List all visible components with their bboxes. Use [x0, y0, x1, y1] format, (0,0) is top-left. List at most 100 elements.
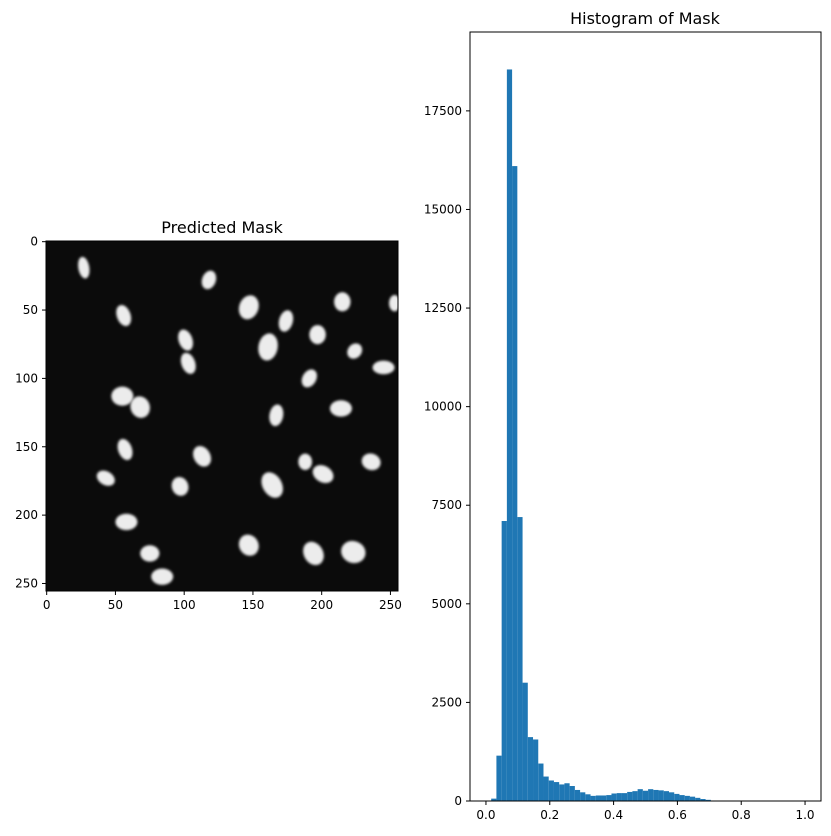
histogram-x-tick-label: 0.0 — [476, 808, 495, 822]
histogram-bar — [684, 795, 690, 801]
image-y-tick-label: 250 — [15, 576, 38, 590]
image-x-tick-label: 0 — [43, 598, 51, 612]
histogram-bar — [595, 795, 602, 801]
histogram-x-tick-label: 0.6 — [668, 808, 687, 822]
histogram-y-tick-label: 7500 — [431, 498, 462, 512]
mask-blob — [238, 534, 259, 556]
histogram-bar — [501, 521, 507, 801]
mask-blob — [329, 400, 352, 417]
mask-blob — [193, 446, 212, 467]
mask-blob — [258, 333, 278, 361]
histogram-bar — [548, 780, 554, 801]
histogram-bar — [506, 69, 513, 801]
histogram-y-tick-label: 10000 — [424, 400, 462, 414]
mask-blob — [78, 256, 90, 279]
mask-blob — [347, 343, 363, 359]
histogram-bar — [553, 782, 560, 801]
mask-blob — [151, 568, 174, 585]
histogram-x-tick-label: 0.8 — [732, 808, 751, 822]
mask-blob — [180, 352, 196, 374]
mask-blob — [130, 396, 150, 418]
mask-blob — [117, 438, 133, 461]
histogram-bar — [663, 791, 670, 801]
histogram-bar — [658, 790, 664, 801]
mask-blob — [389, 295, 398, 312]
image-y-tick-label: 150 — [15, 440, 38, 454]
histogram-bar — [512, 166, 518, 802]
mask-blob — [361, 453, 381, 471]
image-x-tick-label: 200 — [310, 598, 333, 612]
histogram-bar — [695, 797, 701, 801]
mask-blob — [298, 453, 313, 471]
histogram-bar — [517, 517, 523, 801]
mask-blob — [269, 404, 284, 427]
mask-blob — [201, 270, 217, 290]
mask-blob — [312, 465, 334, 484]
image-x-tick-label: 150 — [241, 598, 264, 612]
histogram-title: Histogram of Mask — [570, 9, 721, 28]
histogram-bar — [705, 799, 711, 801]
mask-blob — [309, 325, 326, 345]
image-y-tick-label: 200 — [15, 508, 38, 522]
mask-blob — [96, 470, 115, 486]
histogram-bar — [669, 792, 675, 801]
mask-blob — [116, 304, 132, 327]
histogram-bar — [559, 784, 565, 801]
histogram-bar — [527, 737, 534, 801]
histogram-y-tick-label: 5000 — [431, 597, 462, 611]
image-y-axis: 0 50 100 150 200 250 — [15, 235, 46, 590]
image-y-tick-label: 100 — [15, 371, 38, 385]
histogram-bar — [642, 790, 649, 801]
mask-blob — [171, 476, 189, 496]
mask-blob — [140, 545, 160, 562]
mask-blob — [238, 295, 259, 320]
histogram-x-axis: 0.0 0.2 0.4 0.6 0.8 1.0 — [476, 801, 815, 822]
histogram-y-axis: 0 2500 5000 7500 10000 12500 15000 17500 — [424, 104, 470, 808]
histogram-bar — [491, 798, 497, 801]
histogram-bar — [611, 793, 617, 801]
histogram-bar — [564, 783, 570, 801]
mask-blob — [334, 292, 351, 312]
image-frame — [45, 240, 399, 592]
mask-blob — [261, 472, 283, 498]
image-x-tick-label: 250 — [379, 598, 402, 612]
histogram-bar — [580, 792, 586, 801]
histogram-bar — [574, 789, 581, 801]
mask-blob — [372, 360, 395, 375]
histogram-y-tick-label: 0 — [454, 794, 462, 808]
mask-blob — [301, 369, 317, 388]
mask-blob — [278, 310, 294, 332]
histogram-bar — [637, 789, 643, 801]
histogram-bar — [533, 739, 539, 801]
histogram-bar — [621, 793, 628, 801]
histogram-frame — [469, 31, 822, 802]
histogram-bar — [496, 755, 502, 801]
histogram-x-tick-label: 1.0 — [795, 808, 814, 822]
histogram-y-tick-label: 2500 — [431, 695, 462, 709]
histogram-y-tick-label: 17500 — [424, 104, 462, 118]
image-title: Predicted Mask — [161, 218, 283, 237]
histogram-bar — [601, 795, 607, 801]
histogram-x-tick-label: 0.4 — [604, 808, 623, 822]
histogram-bar — [700, 799, 706, 801]
histogram-bar — [522, 682, 528, 801]
histogram-bar — [632, 791, 638, 801]
image-x-axis: 0 50 100 150 200 250 — [43, 591, 402, 612]
histogram-bar — [606, 795, 612, 801]
histogram-panel: Histogram of Mask 0.0 0.2 0.4 0.6 0.8 1.0 0 25… — [424, 9, 822, 822]
histogram-bar — [648, 789, 654, 801]
mask-blob — [178, 329, 194, 351]
predicted-mask-panel: Predicted Mask 0 50 100 150 200 250 0 50 100 150… — [15, 218, 402, 612]
histogram-bar — [538, 763, 544, 801]
histogram-bar — [689, 796, 696, 801]
predicted-mask-image — [46, 241, 398, 591]
image-x-tick-label: 100 — [173, 598, 196, 612]
mask-blob — [115, 513, 138, 531]
histogram-bar — [679, 795, 685, 801]
histogram-x-tick-label: 0.2 — [540, 808, 559, 822]
histogram-y-tick-label: 15000 — [424, 202, 462, 216]
histogram-bar — [585, 794, 591, 801]
histogram-bar — [653, 789, 659, 801]
mask-blob — [341, 540, 366, 564]
